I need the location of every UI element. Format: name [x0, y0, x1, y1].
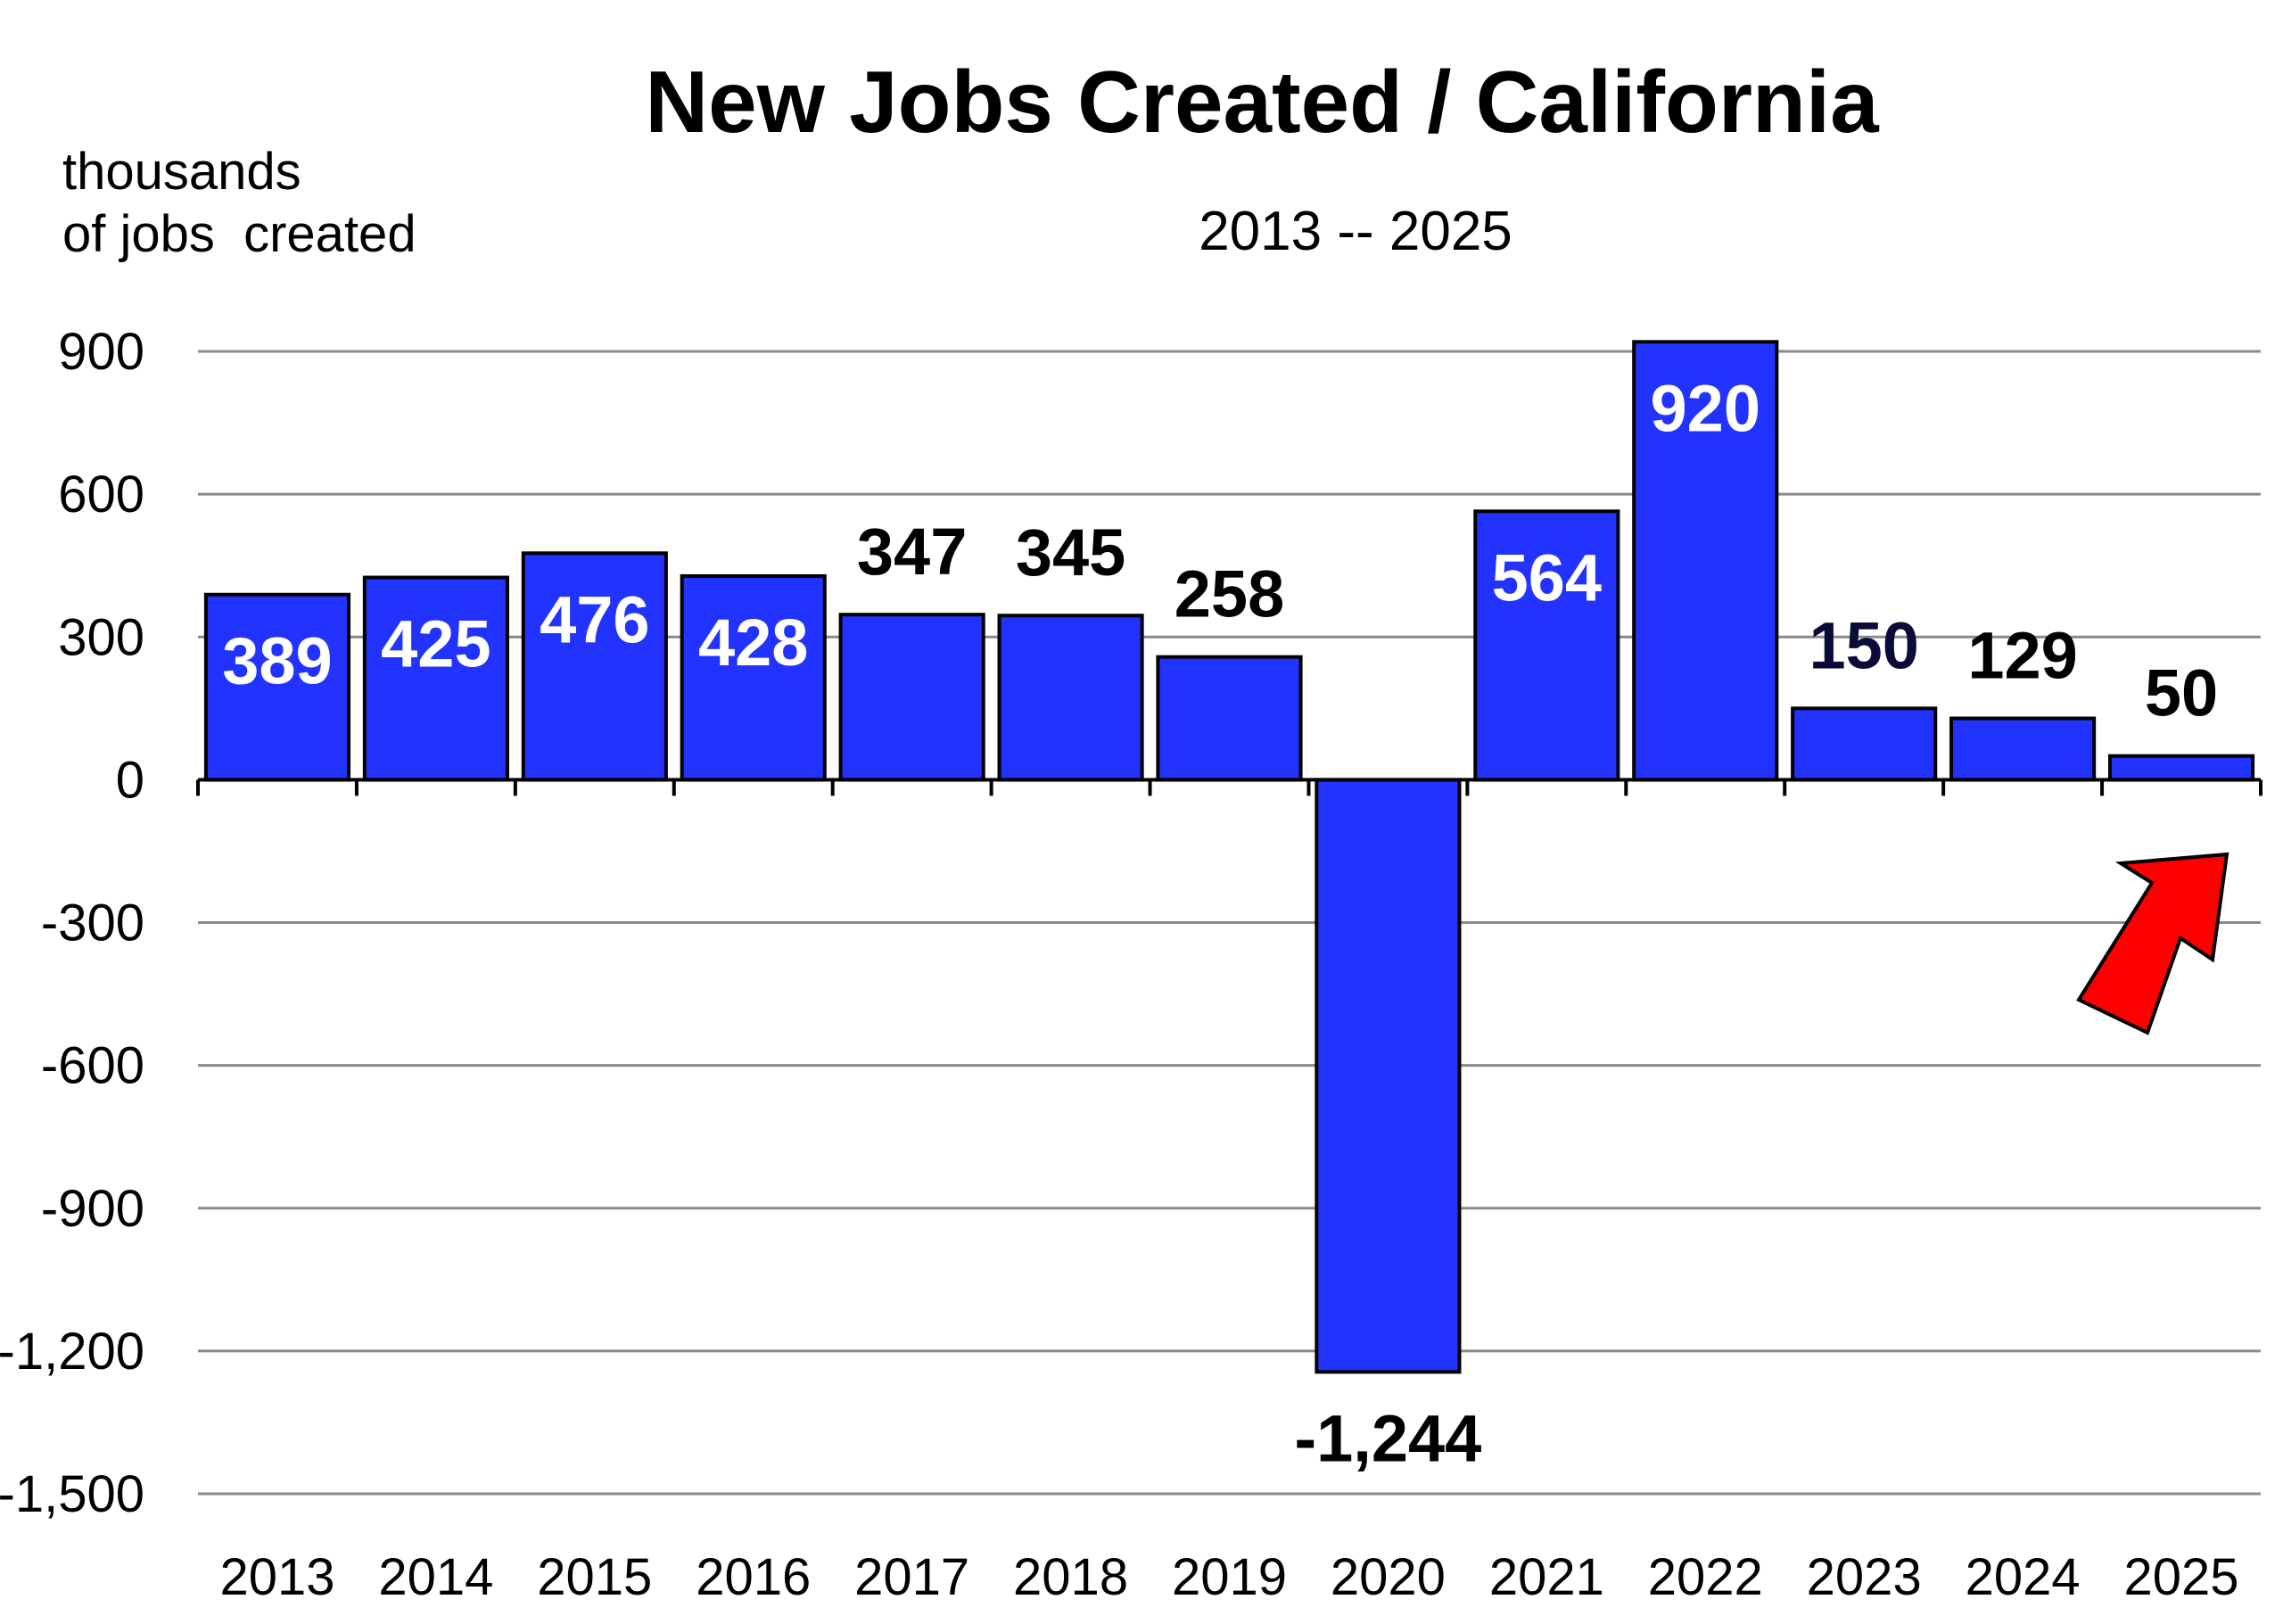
y-axis-label-line-2: of jobs created: [62, 205, 416, 263]
data-label-2019: 258: [1174, 557, 1284, 631]
x-tick-label: 2017: [854, 1548, 969, 1606]
annotation: [2076, 852, 2229, 1035]
y-axis-label-line-1: thousands: [62, 143, 301, 201]
y-tick-label: -900: [41, 1180, 144, 1238]
bar-2013: [203, 592, 351, 782]
data-label-2017: 347: [857, 515, 967, 589]
y-tick-label: 600: [58, 466, 144, 523]
bar-2021: [1473, 509, 1620, 782]
bar-2015: [521, 551, 668, 782]
data-label-2016: 428: [698, 606, 808, 680]
x-tick-label: 2022: [1648, 1548, 1763, 1606]
x-tick-label: 2025: [2124, 1548, 2239, 1606]
data-label-2024: 129: [1967, 619, 2077, 693]
y-tick-label: 900: [58, 323, 144, 381]
bar-2018: [997, 614, 1144, 782]
bar-2023: [1791, 706, 1938, 782]
x-tick-label: 2015: [537, 1548, 652, 1606]
x-tick-label: 2021: [1489, 1548, 1604, 1606]
chart-title: New Jobs Created / California: [645, 53, 1880, 151]
x-tick-label: 2019: [1172, 1548, 1287, 1606]
x-axis: [196, 778, 2262, 796]
data-label-2018: 345: [1016, 515, 1125, 589]
y-tick-label: 0: [116, 751, 144, 809]
data-label-2023: 150: [1809, 608, 1918, 682]
y-tick-label: 300: [58, 608, 144, 666]
data-label-2021: 564: [1492, 540, 1602, 614]
data-label-2015: 476: [540, 582, 649, 656]
bar-2016: [680, 573, 827, 782]
data-label-2022: 920: [1651, 371, 1760, 445]
data-labels: 389 425 476 428 347 345 258 -1,244 564 920 150 129 5…: [222, 371, 2218, 1475]
x-tick-label: 2018: [1013, 1548, 1128, 1606]
x-tick-label: 2023: [1807, 1548, 1922, 1606]
x-tick-label: 2016: [696, 1548, 811, 1606]
bars: [203, 340, 2255, 1374]
x-tick-label: 2020: [1331, 1548, 1446, 1606]
data-label-2020: -1,244: [1295, 1401, 1482, 1475]
bar-2017: [838, 613, 985, 782]
data-label-2014: 425: [381, 607, 490, 681]
x-tick-label: 2024: [1966, 1548, 2081, 1606]
gridlines: [198, 350, 2261, 1496]
data-label-2013: 389: [222, 624, 332, 698]
red-up-arrow-icon: [2076, 852, 2229, 1035]
x-tick-label: 2013: [219, 1548, 334, 1606]
x-axis-tick-labels: 2013 2014 2015 2016 2017 2018 2019 2020 2021 2022…: [219, 1548, 2238, 1606]
bar-2019: [1156, 655, 1303, 782]
data-label-2025: 50: [2145, 656, 2218, 730]
x-tick-label: 2014: [378, 1548, 493, 1606]
y-tick-label: -1,500: [0, 1465, 144, 1523]
bar-2024: [1949, 716, 2097, 782]
bar-2022: [1632, 340, 1779, 782]
bar-2020: [1315, 778, 1462, 1374]
y-axis-ticks: 900 600 300 0 -300 -600 -900 -1,200 -1,500: [0, 323, 144, 1523]
bar-2025: [2107, 754, 2255, 782]
chart-subtitle: 2013 -- 2025: [1199, 201, 1512, 262]
y-tick-label: -1,200: [0, 1323, 144, 1381]
y-tick-label: -300: [41, 894, 144, 952]
y-tick-label: -600: [41, 1037, 144, 1095]
